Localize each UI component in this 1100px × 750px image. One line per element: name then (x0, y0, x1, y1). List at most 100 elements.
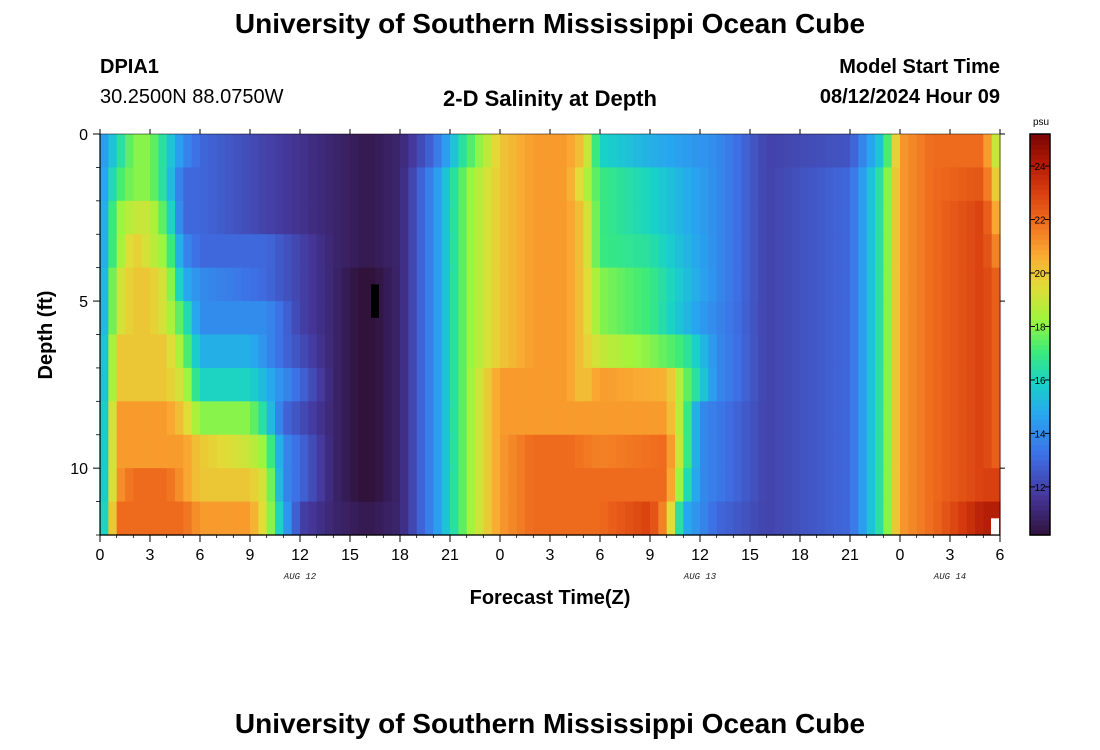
heatmap-cell (750, 267, 759, 302)
heatmap-cell (258, 367, 268, 402)
heatmap-cell (866, 301, 876, 336)
colorbar-tick-label: 14 (1034, 429, 1046, 440)
heatmap-cell (883, 301, 893, 336)
heatmap-cell (966, 434, 976, 469)
heatmap-cell (858, 367, 868, 402)
heatmap-cell (208, 234, 218, 269)
heatmap-cell (158, 401, 168, 436)
colorbar-segment (1030, 354, 1050, 361)
heatmap-cell (291, 367, 301, 402)
heatmap-cell (825, 334, 834, 369)
heatmap-cell (750, 200, 759, 235)
colorbar-segment (1030, 429, 1050, 436)
x-tick-label: 9 (646, 547, 655, 564)
heatmap-cells (100, 134, 1001, 536)
heatmap-cell (583, 200, 593, 235)
heatmap-cell (825, 134, 834, 169)
heatmap-cell (275, 301, 284, 336)
heatmap-cell (166, 301, 176, 336)
colorbar-tick-label: 18 (1034, 322, 1046, 333)
heatmap-cell (541, 134, 551, 169)
heatmap-cell (808, 167, 818, 202)
heatmap-cell (158, 501, 168, 536)
heatmap-cell (308, 234, 318, 269)
heatmap-cell (991, 334, 1001, 369)
heatmap-cell (133, 234, 143, 269)
heatmap-cell (983, 334, 993, 369)
heatmap-cell (283, 468, 293, 503)
heatmap-cell (125, 134, 134, 169)
heatmap-cell (491, 367, 501, 402)
heatmap-cell (541, 367, 551, 402)
heatmap-cell (425, 167, 434, 202)
heatmap-cell (841, 501, 851, 536)
colorbar-segment (1030, 219, 1050, 225)
heatmap-cell (316, 200, 326, 235)
heatmap-cell (233, 134, 243, 169)
colorbar-segment (1030, 334, 1050, 341)
heatmap-cell (141, 267, 151, 302)
heatmap-cell (866, 200, 876, 235)
heatmap-cell (750, 334, 759, 369)
heatmap-cell (808, 468, 818, 503)
heatmap-cell (275, 234, 284, 269)
heatmap-cell (933, 401, 943, 436)
heatmap-cell (641, 501, 651, 536)
heatmap-cell (116, 301, 126, 336)
heatmap-cell (225, 468, 234, 503)
heatmap-cell (225, 401, 234, 436)
heatmap-cell (725, 501, 734, 536)
colorbar-tick-label: 12 (1034, 483, 1046, 494)
heatmap-cell (808, 267, 818, 302)
heatmap-cell (550, 401, 559, 436)
colorbar-segment (1030, 249, 1050, 255)
heatmap-cell (758, 434, 768, 469)
heatmap-cell (733, 301, 743, 336)
heatmap-cell (258, 401, 268, 436)
heatmap-cell (575, 468, 584, 503)
heatmap-cell (200, 167, 209, 202)
heatmap-cell (616, 234, 626, 269)
heatmap-cell (758, 501, 768, 536)
heatmap-cell (583, 434, 593, 469)
heatmap-cell (250, 301, 259, 336)
heatmap-cell (325, 234, 334, 269)
heatmap-cell (333, 301, 343, 336)
heatmap-cell (808, 501, 818, 536)
heatmap-cell (141, 167, 151, 202)
heatmap-marker (371, 284, 379, 318)
heatmap-cell (466, 434, 476, 469)
y-tick-label: 5 (79, 294, 88, 311)
heatmap-cell (850, 401, 859, 436)
heatmap-cell (416, 200, 426, 235)
heatmap-cell (133, 434, 143, 469)
heatmap-cell (675, 468, 684, 503)
heatmap-cell (300, 167, 309, 202)
x-tick-label: 21 (441, 547, 459, 564)
heatmap-cell (208, 468, 218, 503)
heatmap-cell (425, 401, 434, 436)
heatmap-cell (258, 267, 268, 302)
heatmap-cell (458, 501, 468, 536)
heatmap-cell (650, 134, 659, 169)
heatmap-cell (866, 134, 876, 169)
heatmap-cell (850, 167, 859, 202)
heatmap-cell (383, 234, 393, 269)
heatmap-cell (341, 434, 351, 469)
heatmap-cell (458, 434, 468, 469)
heatmap-cell (358, 267, 368, 302)
heatmap-cell (208, 434, 218, 469)
heatmap-cell (600, 367, 609, 402)
heatmap-cell (658, 468, 668, 503)
heatmap-cell (841, 301, 851, 336)
heatmap-cell (516, 367, 526, 402)
heatmap-cell (475, 367, 484, 402)
heatmap-cell (425, 267, 434, 302)
heatmap-cell (666, 401, 676, 436)
heatmap-cell (908, 134, 918, 169)
heatmap-cell (958, 501, 968, 536)
heatmap-cell (916, 434, 926, 469)
x-tick-label: 12 (291, 547, 309, 564)
heatmap-cell (850, 200, 859, 235)
model-start-value: 08/12/2024 Hour 09 (819, 86, 1000, 108)
